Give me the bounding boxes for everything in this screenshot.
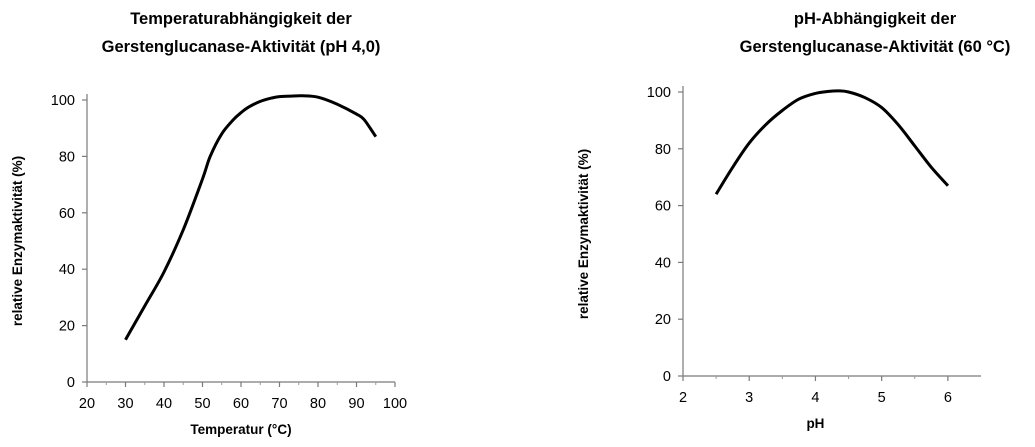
x-tick-label: 70 — [271, 396, 287, 412]
x-tick-label: 60 — [233, 396, 249, 412]
y-tick-label: 100 — [647, 85, 671, 101]
y-tick-label: 60 — [59, 206, 75, 222]
chart-ph: pH-Abhängigkeit der Gerstenglucanase-Akti… — [560, 0, 1035, 447]
y-tick-label: 0 — [663, 369, 671, 385]
series-line — [124, 94, 378, 341]
x-tick-label: 80 — [310, 396, 326, 412]
chart-title-line: Gerstenglucanase-Aktivität (pH 4,0) — [102, 38, 381, 56]
y-tick-label: 20 — [655, 312, 671, 328]
x-tick-label: 6 — [944, 390, 952, 406]
x-tick-label: 20 — [79, 396, 95, 412]
chart-temperature: Temperaturabhängigkeit der Gerstenglucana… — [0, 0, 500, 447]
chart-title-line: pH-Abhängigkeit der — [794, 10, 957, 28]
y-tick-label: 80 — [59, 149, 75, 165]
x-tick-label: 3 — [745, 390, 753, 406]
y-tick-label: 0 — [67, 375, 75, 391]
x-tick-label: 100 — [383, 396, 407, 412]
x-tick-label: 40 — [156, 396, 172, 412]
x-tick-label: 2 — [679, 390, 687, 406]
x-tick-label: 50 — [194, 396, 210, 412]
y-tick-label: 60 — [655, 199, 671, 215]
x-axis-label: pH — [806, 416, 824, 431]
chart-title-line: Gerstenglucanase-Aktivität (60 °C) — [740, 38, 1011, 56]
series-line — [714, 89, 950, 195]
y-tick-label: 80 — [655, 142, 671, 158]
y-tick-label: 20 — [59, 319, 75, 335]
x-tick-label: 5 — [878, 390, 886, 406]
y-tick-label: 40 — [655, 255, 671, 271]
x-tick-label: 90 — [348, 396, 364, 412]
x-tick-label: 4 — [811, 390, 819, 406]
y-axis-label: relative Enzymaktivität (%) — [10, 156, 25, 326]
y-tick-label: 100 — [51, 93, 75, 109]
chart-temperature-svg: Temperaturabhängigkeit der Gerstenglucana… — [10, 10, 407, 437]
x-axis-label: Temperatur (°C) — [190, 422, 291, 437]
x-tick-label: 30 — [117, 396, 133, 412]
chart-ph-svg: pH-Abhängigkeit der Gerstenglucanase-Akti… — [576, 10, 1011, 431]
y-axis-label: relative Enzymaktivität (%) — [576, 149, 591, 319]
y-tick-label: 40 — [59, 262, 75, 278]
chart-title-line: Temperaturabhängigkeit der — [130, 10, 352, 28]
